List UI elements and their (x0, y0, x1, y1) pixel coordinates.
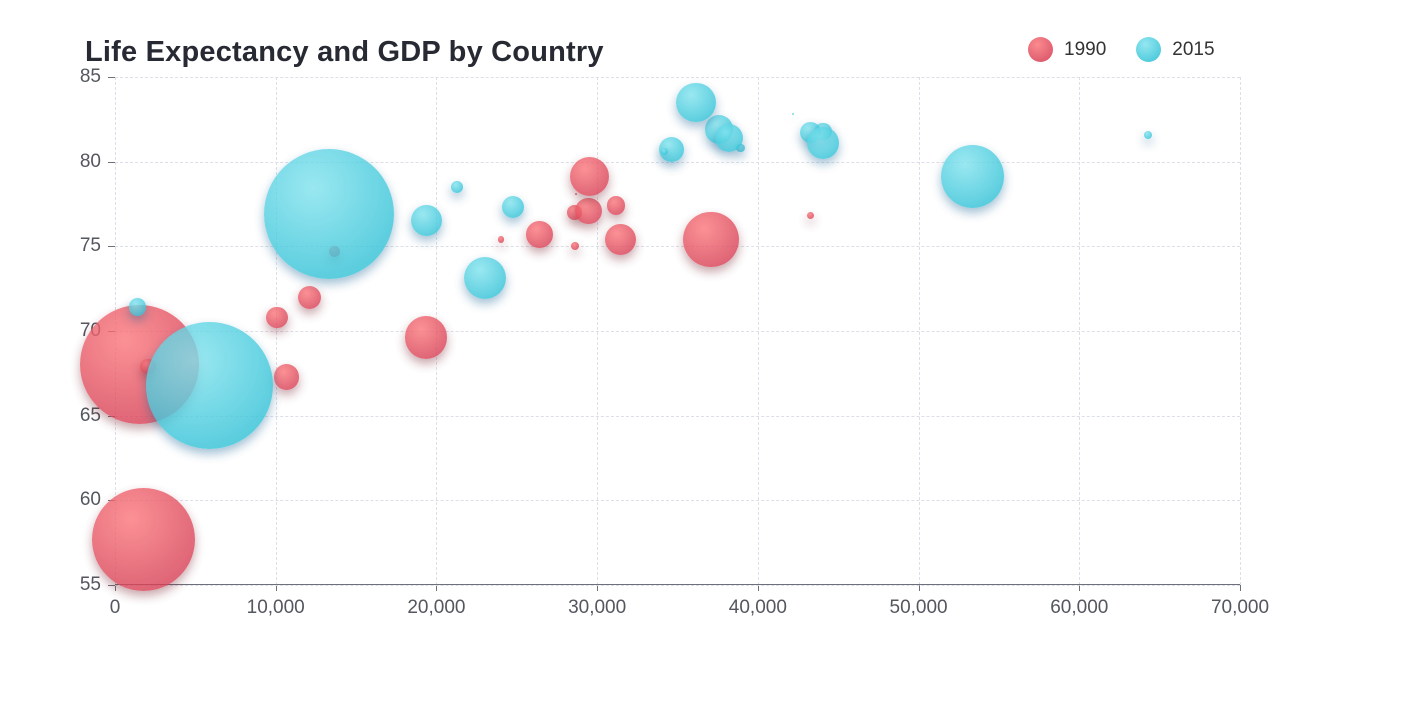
legend-item-2015[interactable]: 2015 (1136, 37, 1215, 62)
data-point-bubble[interactable] (574, 192, 577, 195)
x-axis-line (115, 584, 1240, 585)
y-axis-tick (108, 161, 115, 163)
data-point-bubble[interactable] (273, 363, 300, 390)
legend-label-1990: 1990 (1064, 38, 1107, 60)
legend-item-1990[interactable]: 1990 (1028, 37, 1106, 62)
x-axis-tick (1240, 585, 1241, 591)
data-point-bubble[interactable] (464, 256, 507, 299)
data-point-bubble[interactable] (264, 149, 395, 280)
y-gridline (115, 585, 1240, 586)
legend-label-2015: 2015 (1172, 38, 1215, 60)
x-gridline (1240, 77, 1241, 585)
x-axis-tick-label: 30,000 (568, 597, 627, 618)
x-axis-tick-label: 0 (109, 597, 121, 618)
x-axis-tick-label: 60,000 (1050, 597, 1109, 618)
y-gridline (115, 77, 1240, 78)
data-point-bubble[interactable] (266, 306, 288, 329)
data-point-bubble[interactable] (676, 82, 716, 123)
data-point-bubble[interactable] (736, 144, 745, 153)
data-point-bubble[interactable] (715, 123, 744, 153)
data-point-bubble[interactable] (91, 487, 196, 592)
y-axis-tick (108, 77, 115, 78)
x-axis-tick (115, 585, 116, 591)
y-gridline (115, 161, 1240, 163)
y-axis-tick (108, 585, 115, 586)
y-gridline (115, 331, 1240, 332)
y-axis-tick-label: 80 (79, 150, 101, 172)
x-axis-tick (275, 585, 277, 591)
y-gridline (115, 500, 1240, 502)
data-point-bubble[interactable] (605, 223, 637, 256)
x-axis-tick (918, 585, 920, 591)
chart-title: Life Expectancy and GDP by Country (85, 36, 604, 68)
plot-area: 0 10,000 20,000 30,000 40,000 50,000 60,000 70,… (79, 66, 1269, 618)
data-point-bubble[interactable] (570, 242, 579, 251)
data-point-bubble[interactable] (1144, 130, 1153, 139)
y-axis-tick-label: 75 (79, 235, 101, 257)
data-point-bubble[interactable] (410, 205, 442, 237)
y-axis-tick-label: 60 (79, 489, 101, 511)
data-point-bubble[interactable] (526, 221, 553, 248)
x-axis-tick (757, 585, 759, 591)
data-point-bubble[interactable] (606, 196, 626, 215)
legend-marker-1990-icon (1028, 37, 1053, 62)
x-axis-tick (1079, 585, 1081, 591)
data-point-bubble[interactable] (807, 127, 839, 159)
y-axis-tick (108, 246, 115, 248)
data-point-bubble[interactable] (682, 211, 739, 268)
data-point-bubble[interactable] (941, 145, 1004, 209)
x-axis-tick-label: 10,000 (246, 597, 305, 618)
x-axis-tick-label: 20,000 (407, 597, 466, 618)
y-gridline (115, 246, 1240, 248)
y-axis-tick-label: 85 (79, 66, 101, 87)
data-point-bubble[interactable] (404, 316, 448, 360)
data-point-bubble[interactable] (297, 285, 321, 309)
data-point-bubble[interactable] (807, 212, 815, 220)
data-point-bubble[interactable] (791, 113, 794, 116)
legend: 1990 2015 (1028, 37, 1215, 62)
x-axis-tick-label: 70,000 (1210, 597, 1270, 618)
data-point-bubble[interactable] (497, 236, 505, 243)
data-point-bubble[interactable] (660, 147, 669, 156)
x-axis-tick-label: 40,000 (728, 597, 787, 618)
data-point-bubble[interactable] (570, 157, 610, 197)
data-point-bubble[interactable] (146, 321, 274, 449)
y-axis-tick-label: 65 (79, 404, 101, 426)
y-axis-tick-label: 55 (79, 574, 101, 595)
x-axis-tick (597, 585, 599, 591)
data-point-bubble[interactable] (128, 298, 147, 317)
data-point-bubble[interactable] (575, 197, 602, 224)
data-point-bubble[interactable] (502, 196, 525, 219)
legend-marker-2015-icon (1136, 37, 1162, 62)
data-point-bubble[interactable] (451, 181, 464, 193)
x-axis-tick-label: 50,000 (889, 597, 948, 618)
x-axis-tick (436, 585, 438, 591)
y-gridline (115, 415, 1240, 417)
